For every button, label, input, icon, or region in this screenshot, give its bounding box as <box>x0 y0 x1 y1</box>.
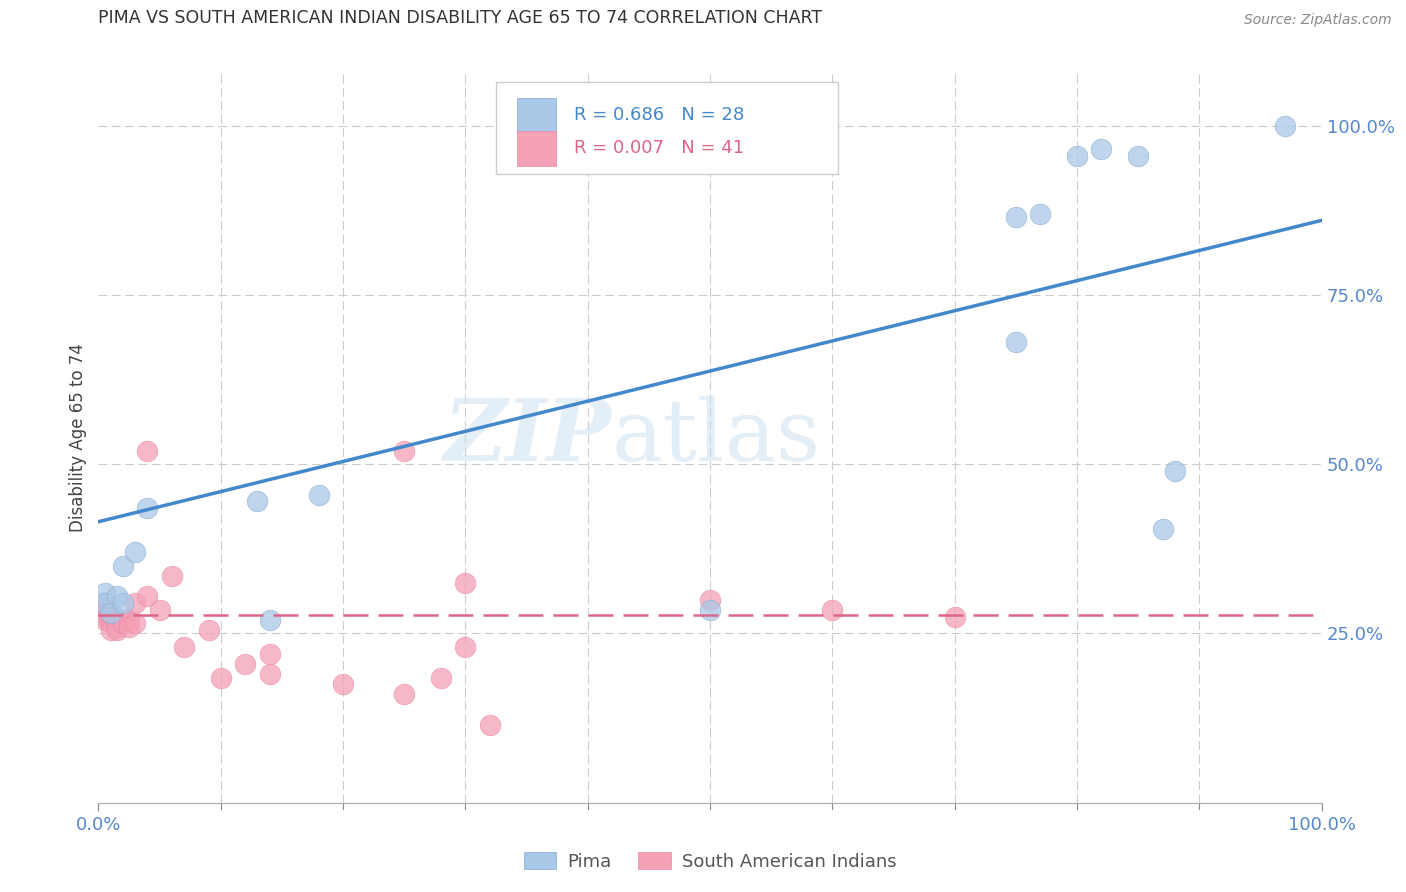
Point <box>105 613 128 627</box>
Point <box>118 620 141 634</box>
Point <box>100 606 122 620</box>
Point <box>136 443 159 458</box>
Text: Source: ZipAtlas.com: Source: ZipAtlas.com <box>1244 13 1392 28</box>
Point <box>308 488 330 502</box>
Point <box>100 609 122 624</box>
Point <box>1004 335 1026 350</box>
Point <box>93 603 115 617</box>
Point <box>478 718 501 732</box>
Point <box>136 501 159 516</box>
Point <box>1128 149 1150 163</box>
Point <box>160 569 183 583</box>
Point <box>259 647 281 661</box>
Point <box>392 443 416 458</box>
Point <box>124 545 146 559</box>
Point <box>118 613 141 627</box>
Point <box>124 596 146 610</box>
Point <box>197 623 219 637</box>
Point <box>93 609 115 624</box>
Point <box>430 671 453 685</box>
Point <box>100 606 122 620</box>
Point <box>1274 119 1296 133</box>
Point <box>233 657 256 671</box>
Point <box>699 592 721 607</box>
Legend: Pima, South American Indians: Pima, South American Indians <box>516 846 904 878</box>
Point <box>105 623 128 637</box>
Text: R = 0.007   N = 41: R = 0.007 N = 41 <box>574 139 744 157</box>
Point <box>699 603 721 617</box>
Point <box>100 616 122 631</box>
Point <box>111 613 134 627</box>
Text: PIMA VS SOUTH AMERICAN INDIAN DISABILITY AGE 65 TO 74 CORRELATION CHART: PIMA VS SOUTH AMERICAN INDIAN DISABILITY… <box>98 10 823 28</box>
Point <box>454 640 477 654</box>
Point <box>1090 142 1112 156</box>
Point <box>93 596 115 610</box>
Point <box>454 575 477 590</box>
Point <box>97 609 120 624</box>
Text: ZIP: ZIP <box>444 395 612 479</box>
Point <box>821 603 844 617</box>
Point <box>332 677 354 691</box>
Point <box>1029 206 1052 220</box>
Point <box>1164 464 1187 478</box>
Point <box>105 620 128 634</box>
Point <box>173 640 195 654</box>
Point <box>93 596 115 610</box>
Point <box>93 586 115 600</box>
Point <box>105 589 128 603</box>
Bar <box>517 98 555 133</box>
Y-axis label: Disability Age 65 to 74: Disability Age 65 to 74 <box>69 343 87 532</box>
Point <box>111 616 134 631</box>
Point <box>259 667 281 681</box>
Point <box>100 623 122 637</box>
FancyBboxPatch shape <box>496 82 838 174</box>
Point <box>392 688 416 702</box>
Point <box>149 603 172 617</box>
Point <box>1152 521 1174 535</box>
Point <box>136 589 159 603</box>
Bar <box>517 130 555 166</box>
Point <box>259 613 281 627</box>
Point <box>93 613 115 627</box>
Point <box>111 558 134 573</box>
Point <box>111 596 134 610</box>
Point <box>209 671 232 685</box>
Point <box>124 616 146 631</box>
Point <box>1066 149 1088 163</box>
Point <box>1004 210 1026 224</box>
Text: R = 0.686   N = 28: R = 0.686 N = 28 <box>574 106 745 124</box>
Text: atlas: atlas <box>612 395 821 479</box>
Point <box>101 609 124 624</box>
Point <box>97 603 120 617</box>
Point <box>246 494 269 508</box>
Point <box>93 606 115 620</box>
Point <box>943 609 966 624</box>
